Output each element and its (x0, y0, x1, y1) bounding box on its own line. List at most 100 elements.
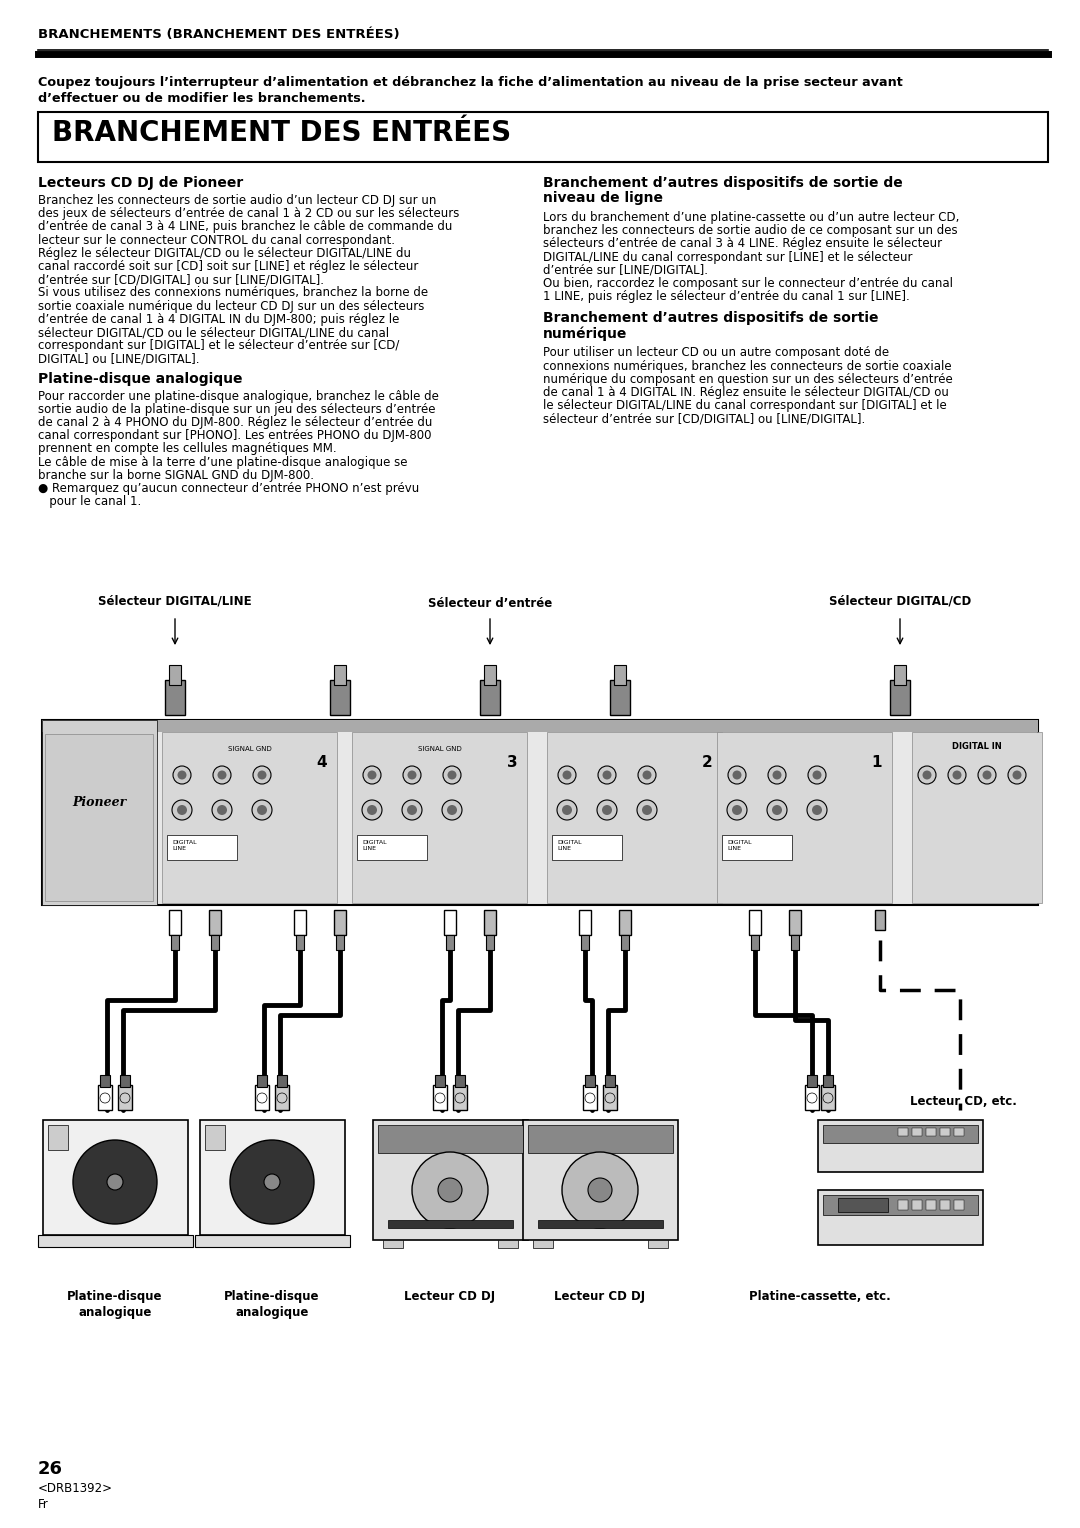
Text: Fr: Fr (38, 1497, 49, 1511)
Bar (528, 1125, 673, 1154)
Bar (276, 1076, 287, 1086)
Circle shape (177, 805, 187, 814)
Bar (484, 911, 496, 935)
Text: Sélecteur DIGITAL/CD: Sélecteur DIGITAL/CD (828, 594, 971, 608)
Circle shape (367, 770, 377, 779)
Bar (433, 1085, 447, 1109)
Circle shape (264, 1174, 280, 1190)
Bar (823, 1195, 978, 1215)
Bar (378, 1125, 523, 1154)
Circle shape (363, 766, 381, 784)
Text: niveau de ligne: niveau de ligne (543, 191, 663, 205)
Bar (805, 1085, 819, 1109)
Bar (621, 935, 629, 950)
Circle shape (558, 766, 576, 784)
Text: Pour raccorder une platine-disque analogique, branchez le câble de: Pour raccorder une platine-disque analog… (38, 390, 438, 402)
Text: Branchement d’autres dispositifs de sortie: Branchement d’autres dispositifs de sort… (543, 312, 878, 325)
Circle shape (411, 1152, 488, 1229)
Circle shape (605, 1093, 615, 1103)
Circle shape (978, 766, 996, 784)
Text: d’entrée de canal 3 à 4 LINE, puis branchez le câble de commande du: d’entrée de canal 3 à 4 LINE, puis branc… (38, 220, 453, 234)
Circle shape (772, 770, 782, 779)
Text: DIGITAL
LINE: DIGITAL LINE (727, 840, 752, 851)
Bar (823, 1076, 833, 1086)
Text: Lecteur CD DJ: Lecteur CD DJ (404, 1290, 496, 1303)
Circle shape (562, 805, 572, 814)
Text: Sélecteur DIGITAL/LINE: Sélecteur DIGITAL/LINE (98, 594, 252, 608)
Bar (940, 1199, 950, 1210)
Bar (926, 1199, 936, 1210)
Bar (165, 680, 185, 715)
Text: BRANCHEMENTS (BRANCHEMENT DES ENTRÉES): BRANCHEMENTS (BRANCHEMENT DES ENTRÉES) (38, 28, 400, 41)
Text: 26: 26 (38, 1459, 63, 1478)
Circle shape (637, 801, 657, 821)
Bar (912, 1128, 922, 1135)
Text: ● Remarquez qu’aucun connecteur d’entrée PHONO n’est prévu: ● Remarquez qu’aucun connecteur d’entrée… (38, 481, 419, 495)
Circle shape (643, 770, 651, 779)
Circle shape (447, 770, 457, 779)
Bar (818, 1120, 983, 1172)
Circle shape (212, 801, 232, 821)
Text: sortie coaxiale numérique du lecteur CD DJ sur un des sélecteurs: sortie coaxiale numérique du lecteur CD … (38, 299, 424, 313)
Bar (162, 732, 337, 903)
Text: d’entrée de canal 1 à 4 DIGITAL IN du DJM-800; puis réglez le: d’entrée de canal 1 à 4 DIGITAL IN du DJ… (38, 313, 400, 325)
Bar (205, 1125, 225, 1151)
Bar (373, 1120, 528, 1241)
Bar (48, 1125, 68, 1151)
Bar (330, 680, 350, 715)
Circle shape (772, 805, 782, 814)
Bar (336, 935, 345, 950)
Text: Branchez les connecteurs de sortie audio d’un lecteur CD DJ sur un: Branchez les connecteurs de sortie audio… (38, 194, 436, 206)
Bar (455, 1076, 465, 1086)
Circle shape (768, 766, 786, 784)
Text: Le câble de mise à la terre d’une platine-disque analogique se: Le câble de mise à la terre d’une platin… (38, 455, 407, 469)
Bar (480, 680, 500, 715)
Circle shape (403, 766, 421, 784)
Circle shape (276, 1093, 287, 1103)
Text: connexions numériques, branchez les connecteurs de sortie coaxiale: connexions numériques, branchez les conn… (543, 359, 951, 373)
Text: BRANCHEMENT DES ENTRÉES: BRANCHEMENT DES ENTRÉES (52, 119, 511, 147)
Bar (38, 1235, 193, 1247)
Circle shape (455, 1093, 465, 1103)
Text: branchez les connecteurs de sortie audio de ce composant sur un des: branchez les connecteurs de sortie audio… (543, 225, 958, 237)
Bar (388, 1219, 513, 1229)
Circle shape (562, 1152, 638, 1229)
Circle shape (1008, 766, 1026, 784)
Bar (120, 1076, 130, 1086)
Bar (954, 1199, 964, 1210)
Text: 2: 2 (702, 755, 713, 770)
Text: sélecteur d’entrée sur [CD/DIGITAL] ou [LINE/DIGITAL].: sélecteur d’entrée sur [CD/DIGITAL] ou [… (543, 413, 865, 425)
Bar (453, 1085, 467, 1109)
Bar (257, 1076, 267, 1086)
Circle shape (177, 770, 187, 779)
Text: correspondant sur [DIGITAL] et le sélecteur d’entrée sur [CD/: correspondant sur [DIGITAL] et le sélect… (38, 339, 400, 351)
Bar (167, 834, 237, 860)
Bar (818, 1190, 983, 1245)
Text: branche sur la borne SIGNAL GND du DJM-800.: branche sur la borne SIGNAL GND du DJM-8… (38, 469, 314, 481)
Circle shape (807, 1093, 816, 1103)
Text: Platine-disque: Platine-disque (225, 1290, 320, 1303)
Text: numérique: numérique (543, 327, 627, 341)
Bar (807, 1076, 816, 1086)
Bar (954, 1128, 964, 1135)
Text: Réglez le sélecteur DIGITAL/CD ou le sélecteur DIGITAL/LINE du: Réglez le sélecteur DIGITAL/CD ou le sél… (38, 248, 411, 260)
Text: Lecteur CD DJ: Lecteur CD DJ (554, 1290, 646, 1303)
Bar (42, 720, 157, 905)
Circle shape (918, 766, 936, 784)
Text: d’effectuer ou de modifier les branchements.: d’effectuer ou de modifier les brancheme… (38, 92, 365, 104)
Bar (821, 1085, 835, 1109)
Circle shape (598, 766, 616, 784)
Circle shape (557, 801, 577, 821)
Bar (294, 911, 306, 935)
Bar (897, 1199, 908, 1210)
Text: Branchement d’autres dispositifs de sortie de: Branchement d’autres dispositifs de sort… (543, 176, 903, 189)
Bar (486, 935, 494, 950)
Bar (255, 1085, 269, 1109)
Bar (168, 665, 181, 685)
Bar (352, 732, 527, 903)
Circle shape (217, 770, 227, 779)
Text: lecteur sur le connecteur CONTROL du canal correspondant.: lecteur sur le connecteur CONTROL du can… (38, 234, 395, 246)
Bar (45, 733, 153, 902)
Bar (275, 1085, 289, 1109)
Bar (444, 911, 456, 935)
